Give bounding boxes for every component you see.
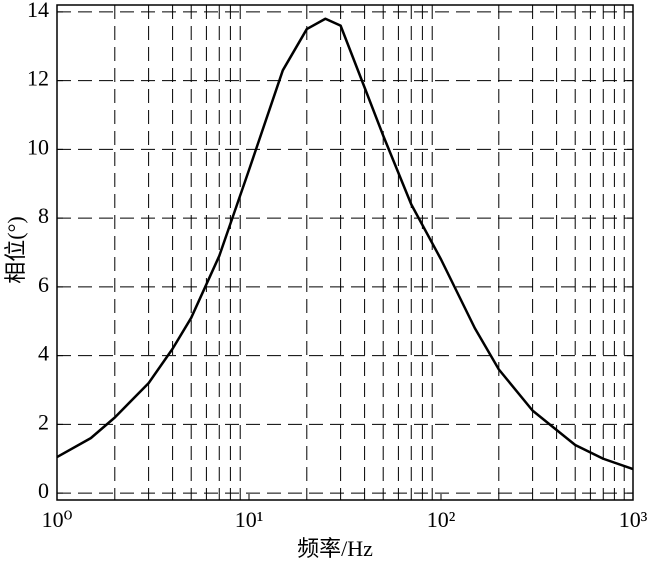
x-tick-label: 10⁰ (42, 507, 73, 532)
data-line (56, 17, 634, 471)
y-tick-label: 2 (38, 409, 49, 434)
y-tick-label: 0 (38, 478, 49, 503)
y-tick-label: 8 (38, 203, 49, 228)
y-axis-label: 相位(°) (3, 216, 28, 283)
y-tick-label: 12 (27, 66, 49, 91)
y-tick-label: 10 (27, 134, 49, 159)
x-tick-label: 10¹ (235, 507, 264, 532)
y-tick-label: 4 (38, 341, 49, 366)
y-tick-label: 14 (27, 0, 49, 22)
y-tick-label: 6 (38, 272, 49, 297)
plot-frame (56, 4, 634, 501)
x-tick-label: 10³ (619, 507, 647, 532)
x-tick-label: 10² (427, 507, 456, 532)
x-axis-label: 频率/Hz (297, 536, 373, 561)
